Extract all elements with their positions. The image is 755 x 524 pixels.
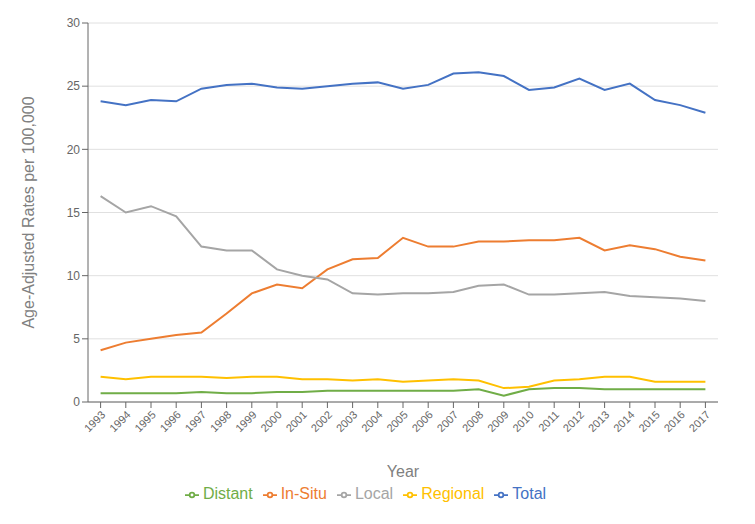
- svg-text:2014: 2014: [611, 408, 637, 434]
- svg-text:2013: 2013: [586, 408, 612, 434]
- svg-text:Age-Adjusted Rates per 100,000: Age-Adjusted Rates per 100,000: [20, 96, 37, 328]
- svg-text:2011: 2011: [536, 408, 561, 433]
- html-text:In-Situ: In-Situ: [280, 485, 327, 502]
- svg-text:2009: 2009: [485, 408, 511, 434]
- svg-text:2016: 2016: [661, 408, 687, 434]
- svg-text:2017: 2017: [687, 408, 713, 434]
- svg-text:30: 30: [67, 16, 81, 30]
- svg-text:2008: 2008: [460, 408, 486, 434]
- html-text:Total: Total: [512, 485, 547, 502]
- svg-text:2010: 2010: [510, 408, 536, 434]
- svg-text:20: 20: [67, 143, 81, 157]
- svg-text:25: 25: [67, 79, 81, 93]
- html-text:Distant: Distant: [202, 485, 253, 502]
- svg-text:0: 0: [73, 395, 80, 409]
- svg-text:10: 10: [67, 269, 81, 283]
- svg-text:1999: 1999: [233, 408, 259, 434]
- svg-text:2012: 2012: [561, 408, 587, 434]
- svg-text:1997: 1997: [183, 408, 209, 434]
- svg-text:2006: 2006: [409, 408, 435, 434]
- svg-text:1998: 1998: [208, 408, 234, 434]
- svg-text:1996: 1996: [157, 408, 183, 434]
- svg-text:2002: 2002: [309, 408, 335, 434]
- svg-text:2007: 2007: [435, 408, 461, 434]
- svg-text:2000: 2000: [258, 408, 284, 434]
- svg-text:2004: 2004: [359, 408, 385, 434]
- svg-text:2001: 2001: [283, 408, 309, 434]
- svg-text:Year: Year: [387, 463, 420, 480]
- svg-text:15: 15: [67, 206, 81, 220]
- svg-text:1995: 1995: [132, 408, 158, 434]
- svg-text:1994: 1994: [107, 408, 133, 434]
- html-text:Local: Local: [354, 485, 394, 502]
- svg-text:1993: 1993: [82, 408, 108, 434]
- svg-text:2003: 2003: [334, 408, 360, 434]
- svg-text:5: 5: [73, 332, 80, 346]
- html-text:Regional: Regional: [421, 485, 485, 502]
- svg-text:2005: 2005: [384, 408, 410, 434]
- svg-text:2015: 2015: [636, 408, 662, 434]
